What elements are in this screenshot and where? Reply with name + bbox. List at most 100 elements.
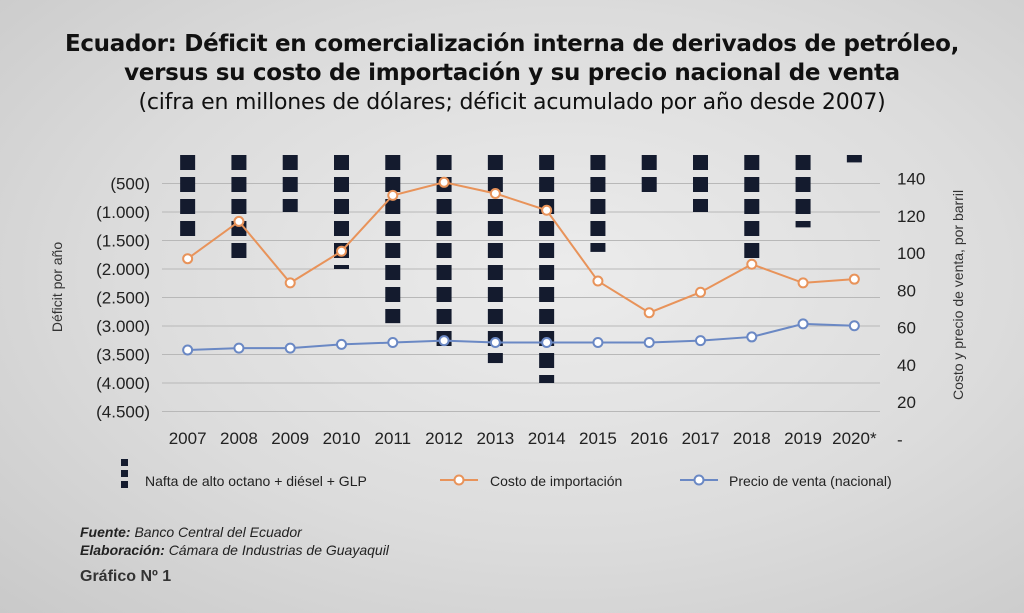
source-line: Fuente: Banco Central del Ecuador: [80, 524, 302, 540]
bar-segment: [795, 199, 811, 214]
x-tick-label: 2010: [323, 429, 361, 448]
price-point: [182, 344, 194, 356]
bar-segment: [744, 177, 760, 192]
x-tick-label: 2009: [271, 429, 309, 448]
cost-point: [387, 189, 399, 201]
bar-segment: [846, 155, 862, 163]
bar-segment: [436, 199, 452, 214]
x-tick-label: 2014: [528, 429, 566, 448]
right-tick-label: 40: [897, 356, 916, 375]
x-tick-label: 2012: [425, 429, 463, 448]
bar-segment: [539, 353, 555, 368]
x-tick-label: 2008: [220, 429, 258, 448]
cost-point: [284, 277, 296, 289]
bar-segment: [231, 177, 247, 192]
bar-segment: [231, 243, 247, 258]
bar-segment: [487, 221, 503, 236]
x-tick-label: 2015: [579, 429, 617, 448]
bar-segment: [334, 265, 349, 269]
bar-segment: [744, 221, 760, 236]
credit-text: Cámara de Industrias de Guayaquil: [168, 542, 389, 558]
bar-segment: [385, 265, 401, 280]
price-line: [187, 322, 855, 351]
source-label: Fuente:: [80, 524, 131, 540]
x-tick-label: 2016: [630, 429, 668, 448]
bar-segment: [693, 155, 708, 170]
bar-segment: [436, 287, 452, 302]
bar-segment: [539, 375, 555, 383]
price-point: [695, 335, 706, 347]
price-point: [541, 337, 553, 349]
x-tick-label: 2017: [682, 429, 720, 448]
bar-segment: [282, 177, 298, 192]
cost-point: [695, 286, 706, 298]
price-point: [284, 342, 296, 354]
cost-point: [182, 253, 194, 265]
price-point: [592, 337, 604, 349]
chart-subtitle: (cifra en millones de dólares; déficit a…: [138, 90, 886, 115]
bar-segment: [590, 177, 606, 192]
cost-point: [541, 204, 553, 216]
right-tick-label: 20: [897, 393, 916, 412]
cost-point: [438, 176, 450, 188]
legend-bar-swatch: [121, 459, 128, 466]
bar-segment: [487, 177, 503, 192]
legend-price-marker: [693, 474, 705, 486]
x-tick-label: 2011: [375, 429, 412, 448]
price-point: [489, 337, 501, 349]
bar-segment: [334, 199, 349, 214]
left-tick-label: (500): [110, 175, 150, 194]
bar-segment: [436, 265, 452, 280]
cost-point: [489, 187, 501, 199]
legend-bar-swatch: [121, 481, 128, 488]
bar-segment: [487, 243, 503, 258]
bar-segment: [590, 221, 606, 236]
bar-segment: [436, 243, 452, 258]
bar-segment: [231, 199, 247, 214]
price-point: [746, 331, 758, 343]
cost-point: [233, 215, 245, 227]
price-point: [387, 337, 399, 349]
right-tick-label: 140: [897, 170, 925, 189]
legend-bar-swatch: [121, 470, 128, 477]
bar-segment: [436, 309, 452, 324]
bar-segment: [693, 177, 708, 192]
bar-segment: [487, 353, 503, 364]
bar-segment: [693, 199, 708, 212]
price-point: [336, 338, 347, 350]
bar-segment: [385, 155, 401, 170]
bar-segment: [385, 287, 401, 302]
bar-segment: [539, 265, 555, 280]
x-tick-label: 2018: [733, 429, 771, 448]
bar-segment: [539, 243, 555, 258]
left-tick-label: (2.000): [96, 260, 150, 279]
bar-segment: [487, 155, 503, 170]
legend-cost-marker: [453, 474, 465, 486]
y-axis-right-title: Costo y precio de venta, por barril: [950, 190, 966, 400]
bar-segment: [487, 287, 503, 302]
bar-segment: [334, 155, 349, 170]
bar-segment: [180, 221, 196, 236]
bar-segment: [539, 287, 555, 302]
bar-segment: [385, 177, 401, 192]
bar-segment: [744, 155, 760, 170]
x-tick-label: 2020*: [832, 429, 877, 448]
bar-segment: [282, 199, 298, 212]
x-tick-label: 2019: [784, 429, 822, 448]
bar-segment: [590, 199, 606, 214]
bar-segment: [231, 155, 247, 170]
bar-segment: [590, 243, 606, 252]
cost-point: [336, 245, 347, 257]
bar-segment: [795, 155, 811, 170]
source-text: Banco Central del Ecuador: [134, 524, 302, 540]
bar-segment: [385, 221, 401, 236]
x-tick-label: 2013: [476, 429, 514, 448]
bar-segment: [539, 221, 555, 236]
bar-segment: [641, 177, 657, 192]
right-tick-label: 60: [897, 319, 916, 338]
left-tick-label: (4.500): [96, 403, 150, 422]
chart-title: Ecuador: Déficit en comercialización int…: [64, 31, 960, 57]
price-point: [797, 318, 809, 330]
legend-bar-label: Nafta de alto octano + diésel + GLP: [145, 473, 367, 489]
